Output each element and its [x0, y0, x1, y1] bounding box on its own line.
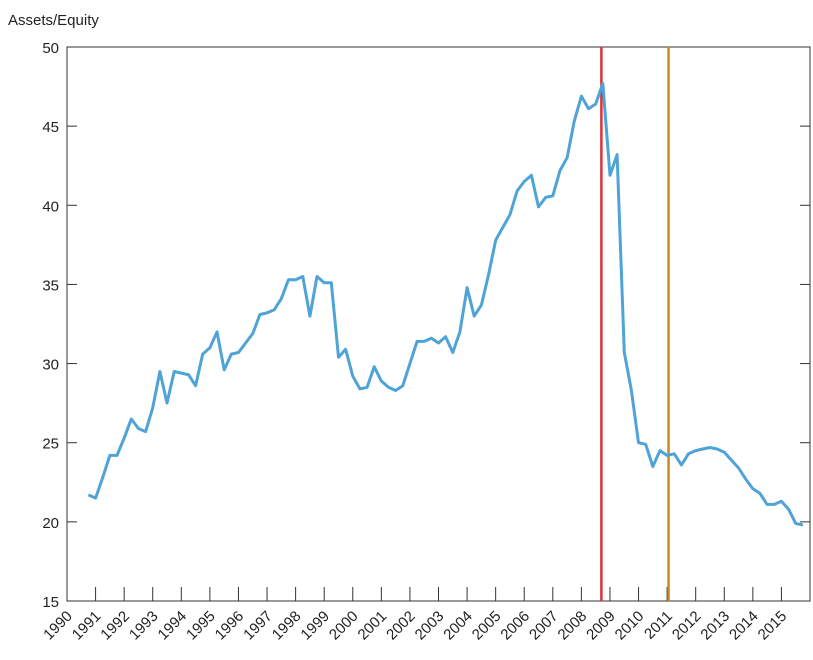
x-tick-label: 2012: [669, 608, 705, 644]
y-tick-label: 20: [42, 515, 59, 532]
y-tick-label: 35: [42, 277, 59, 294]
x-tick-label: 2008: [555, 608, 591, 644]
x-tick-label: 1993: [126, 608, 162, 644]
x-tick-label: 2010: [612, 608, 648, 644]
x-tick-label: 2009: [583, 608, 619, 644]
x-tick-label: 1999: [297, 608, 333, 644]
x-tick-label: 2013: [697, 608, 733, 644]
x-tick-label: 1990: [40, 608, 76, 644]
x-tick-label: 2011: [641, 608, 676, 643]
x-tick-label: 2007: [526, 608, 562, 644]
x-tick-label: 2014: [726, 608, 762, 644]
x-tick-label: 2001: [355, 608, 391, 644]
y-tick-label: 40: [42, 198, 59, 215]
x-tick-label: 2006: [497, 608, 533, 644]
y-tick-label: 45: [42, 119, 59, 136]
x-tick-label: 1992: [97, 608, 133, 644]
data-line: [87, 81, 804, 527]
x-tick-label: 2004: [440, 608, 476, 644]
plot-frame: [66, 46, 811, 602]
x-tick-label: 2015: [755, 608, 791, 644]
y-tick-label: 25: [42, 436, 59, 453]
y-tick-label: 50: [42, 40, 59, 57]
x-tick-label: 2000: [326, 608, 362, 644]
x-tick-label: 1995: [183, 608, 219, 644]
y-tick-label: 15: [42, 594, 59, 611]
x-tick-label: 2002: [383, 608, 419, 644]
x-tick-label: 2005: [469, 608, 505, 644]
y-axis-label: Assets/Equity: [8, 12, 99, 29]
x-tick-label: 1998: [269, 608, 305, 644]
x-tick-label: 1996: [212, 608, 248, 644]
y-tick-label: 30: [42, 357, 59, 374]
x-tick-label: 2003: [412, 608, 448, 644]
x-tick-label: 1994: [155, 608, 191, 644]
x-tick-label: 1991: [69, 608, 105, 644]
x-tick-label: 1997: [240, 608, 276, 644]
